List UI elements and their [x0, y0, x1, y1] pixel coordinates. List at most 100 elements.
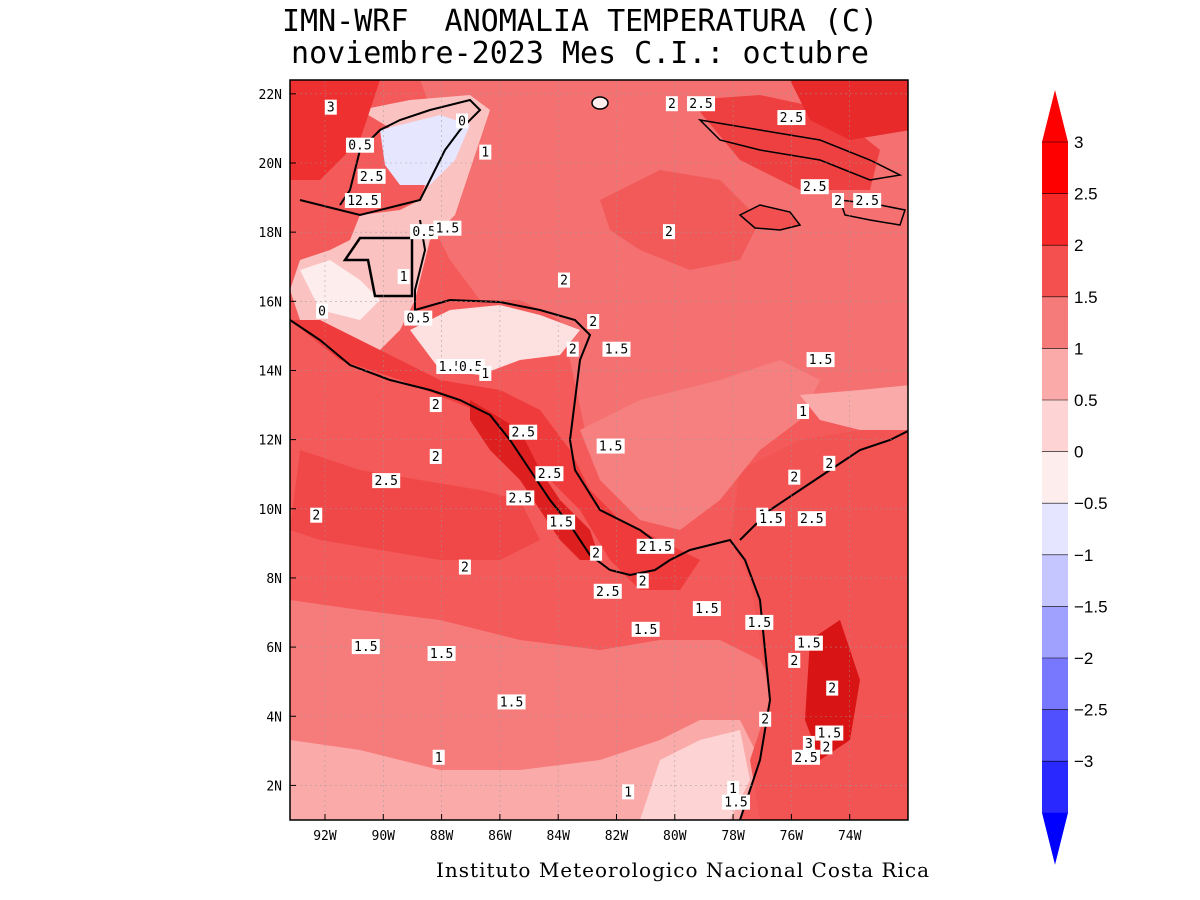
contour-label-bg [636, 538, 649, 554]
pacific-1-area [290, 720, 760, 820]
contour-label: 2 [589, 315, 597, 330]
contour-label: 2 [592, 547, 600, 562]
contour-label: 1.5 [724, 796, 747, 811]
colorbar-level-label: −0.5 [1074, 494, 1108, 513]
contour-label: 1 [400, 270, 408, 285]
contour-label-bg [646, 538, 675, 554]
contour-label: 2 [828, 682, 836, 697]
lon-tick-label: 74W [838, 829, 862, 844]
contour-label: 0.5 [407, 312, 430, 327]
contour-label: 2 [432, 450, 440, 465]
colorbar-swatch [1042, 658, 1068, 711]
cuba-island [697, 118, 903, 181]
contour-label: 2 [560, 274, 568, 289]
contour-label: 2.5 [596, 585, 619, 600]
contour-label-bg [797, 403, 810, 419]
lat-tick-label: 16N [259, 295, 282, 310]
contour-label-bg [788, 652, 801, 668]
colorbar-level-label: −1.5 [1074, 597, 1108, 616]
contour-label: 3 [805, 737, 813, 752]
contour-label: 2.5 [689, 97, 712, 112]
central-1-5-area [580, 360, 820, 530]
contour-label: 2.5 [855, 194, 878, 209]
contour-label-bg [404, 310, 433, 326]
colorbar-level-label: −3 [1074, 752, 1093, 771]
colorbar-swatch [1042, 348, 1068, 401]
contour-label: 12.5 [347, 194, 378, 209]
colorbar-swatch [1042, 142, 1068, 195]
contour-label-bg [372, 473, 401, 489]
contour-label-bg [759, 711, 772, 727]
contour-label: 1 [481, 146, 489, 161]
latitude-axis: 22N 20N 18N 16N 14N 12N 10N 8N 6N 4N 2N [259, 88, 296, 794]
contour-label-bg [777, 110, 806, 126]
contour-label: 2.5 [800, 512, 823, 527]
colorbar-level-label: −2.5 [1074, 701, 1108, 720]
contour-label: 1.5 [818, 727, 841, 742]
lon-tick-label: 76W [780, 829, 804, 844]
contour-label-bg [506, 490, 535, 506]
contour-label: 2.5 [511, 426, 534, 441]
contour-label: 1.5 [354, 640, 377, 655]
map-title-line1: IMN-WRF ANOMALIA TEMPERATURA (C) [281, 4, 879, 39]
contour-label-bg [590, 545, 603, 561]
contour-label-bg [351, 639, 380, 655]
lon-tick-label: 92W [313, 829, 337, 844]
contour-label: 2.5 [780, 111, 803, 126]
contour-label-bg [427, 646, 456, 662]
contour-label-bg [853, 193, 882, 209]
contour-label: 0 [458, 114, 466, 129]
colorbar-level-label: 2 [1074, 236, 1083, 255]
contour-label-bg [622, 784, 635, 800]
contour-label-bg [596, 438, 625, 454]
contour-label-bg [357, 168, 386, 184]
contour-label: 2 [825, 457, 833, 472]
contour-label: 1.5 [439, 360, 462, 375]
contour-label: 0 [318, 305, 326, 320]
contour-label: 1.5 [634, 623, 657, 638]
contour-label-bg [410, 224, 439, 240]
contour-labels: 300.5 12.512.50.5 1.510 0.51.50.51222.522.5… [310, 96, 882, 811]
contour-label: 1 [624, 785, 632, 800]
contour-label-bg [344, 193, 381, 209]
jamaica-sea-2-area [600, 170, 760, 270]
contour-label: 2.5 [360, 170, 383, 185]
contour-label: 1 [729, 782, 737, 797]
contour-label: 0.5 [348, 139, 371, 154]
longitude-axis: 92W 90W 88W 86W 84W 82W 80W 78W 76W 74W [313, 814, 862, 844]
contour-label-bg [566, 341, 579, 357]
contour-label-bg [429, 448, 442, 464]
colorbar-level-label: 1 [1074, 339, 1083, 358]
colorbar-swatch [1042, 193, 1068, 246]
contour-label-bg [497, 694, 526, 710]
contour-label: 1 [435, 751, 443, 766]
colorbar-level-label: −1 [1074, 546, 1093, 565]
colorbar: 3 2.5 2 1.5 1 0.5 0 −0.5 −1 −1.5 −2 −2.5 −3 [1042, 90, 1108, 865]
colorbar-swatch [1042, 503, 1068, 556]
lon-tick-label: 80W [663, 829, 687, 844]
contour-label: 2 [668, 97, 676, 112]
contour-label: 1.5 [605, 343, 628, 358]
contour-label-bg [631, 621, 660, 637]
contour-label-bg [727, 780, 740, 796]
contour-label: 1.5 [500, 695, 523, 710]
contour-label: 1.5 [436, 222, 459, 237]
contour-label-bg [636, 573, 649, 589]
contour-label: 2.5 [509, 491, 532, 506]
colorbar-swatch [1042, 761, 1068, 814]
lat-tick-label: 18N [259, 226, 282, 241]
gulf-warm-area [290, 80, 380, 180]
pacific-warm-band [290, 320, 700, 590]
contour-label: 2 [834, 194, 842, 209]
contour-label: 1.5 [430, 647, 453, 662]
bahamas-warm-area [790, 80, 908, 140]
contour-label: 1.5 [648, 540, 671, 555]
colorbar-swatch [1042, 400, 1068, 453]
lat-tick-label: 14N [259, 364, 282, 379]
contour-label-bg [745, 614, 774, 630]
lon-tick-label: 90W [372, 829, 396, 844]
contour-label-bg [456, 359, 485, 375]
lat-tick-label: 20N [259, 157, 282, 172]
contour-label-bg [794, 635, 823, 651]
contour-label-bg [310, 507, 323, 523]
